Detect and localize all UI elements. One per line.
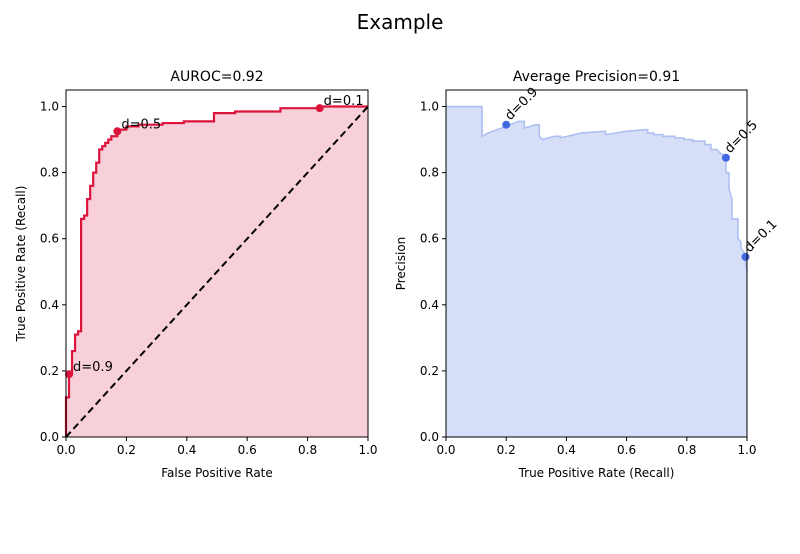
roc-x-tick-label: 0.0 — [56, 443, 75, 457]
roc-threshold-point — [113, 127, 122, 136]
roc-y-tick-label: 0.0 — [40, 430, 59, 444]
pr-y-tick-label: 0.6 — [420, 232, 439, 246]
pr-threshold-point — [741, 252, 750, 261]
roc-x-tick-label: 0.2 — [117, 443, 136, 457]
roc-plot: d=0.9 d=0.5 d=0.1 0.0 0.2 0.4 0.6 0.8 1.0 0.0 0.2… — [14, 69, 378, 480]
pr-y-tick-label: 0.0 — [420, 430, 439, 444]
pr-plot-title: Average Precision=0.91 — [513, 69, 680, 85]
pr-y-tick-label: 0.4 — [420, 298, 439, 312]
pr-axis-ticks: 0.0 0.2 0.4 0.6 0.8 1.0 0.0 0.2 0.4 0.6 0.8 1.0 — [420, 100, 757, 457]
roc-curve — [64, 105, 368, 437]
roc-threshold-point — [65, 370, 74, 379]
pr-y-tick-label: 1.0 — [420, 100, 439, 114]
pr-y-tick-label: 0.8 — [420, 166, 439, 180]
pr-fill-area — [446, 106, 747, 438]
roc-y-tick-label: 1.0 — [40, 100, 59, 114]
roc-y-tick-label: 0.4 — [40, 298, 59, 312]
chance-diagonal-line — [65, 105, 369, 438]
pr-x-tick-label: 0.2 — [497, 443, 516, 457]
figure-title: Example — [357, 10, 444, 34]
pr-x-tick-label: 0.4 — [557, 443, 576, 457]
pr-x-tick-label: 1.0 — [737, 443, 756, 457]
roc-threshold-label: d=0.5 — [121, 117, 161, 132]
pr-x-axis-label: True Positive Rate (Recall) — [518, 466, 675, 480]
roc-plot-title: AUROC=0.92 — [170, 69, 263, 85]
pr-y-tick-label: 0.2 — [420, 364, 439, 378]
pr-y-axis-label: Precision — [394, 237, 408, 291]
roc-x-tick-label: 0.4 — [177, 443, 196, 457]
roc-threshold-points: d=0.9 d=0.5 d=0.1 — [65, 94, 364, 379]
roc-axes-frame — [65, 89, 369, 438]
pr-plot: d=0.9 d=0.5 d=0.1 0.0 0.2 0.4 0.6 0.8 1.0 0.0 0.2… — [394, 69, 780, 480]
pr-x-tick-label: 0.6 — [617, 443, 636, 457]
roc-x-axis-label: False Positive Rate — [161, 466, 273, 480]
roc-x-tick-label: 0.8 — [298, 443, 317, 457]
roc-threshold-label: d=0.9 — [73, 360, 113, 375]
pr-threshold-label: d=0.5 — [722, 118, 761, 157]
pr-curve — [446, 105, 748, 272]
pr-threshold-label: d=0.9 — [502, 85, 541, 124]
roc-y-tick-label: 0.6 — [40, 232, 59, 246]
pr-axes-frame — [445, 89, 748, 438]
roc-axis-ticks: 0.0 0.2 0.4 0.6 0.8 1.0 0.0 0.2 0.4 0.6 0.8 1.0 — [40, 100, 378, 457]
roc-threshold-point — [315, 104, 324, 113]
roc-y-tick-label: 0.2 — [40, 364, 59, 378]
roc-y-axis-label: True Positive Rate (Recall) — [14, 186, 28, 343]
pr-threshold-point — [721, 153, 730, 162]
pr-x-tick-label: 0.8 — [677, 443, 696, 457]
roc-y-tick-label: 0.8 — [40, 166, 59, 180]
roc-threshold-label: d=0.1 — [324, 94, 364, 109]
roc-x-tick-label: 1.0 — [358, 443, 377, 457]
roc-x-tick-label: 0.6 — [238, 443, 257, 457]
pr-threshold-point — [502, 120, 511, 129]
pr-threshold-label: d=0.1 — [742, 217, 781, 256]
pr-x-tick-label: 0.0 — [436, 443, 455, 457]
